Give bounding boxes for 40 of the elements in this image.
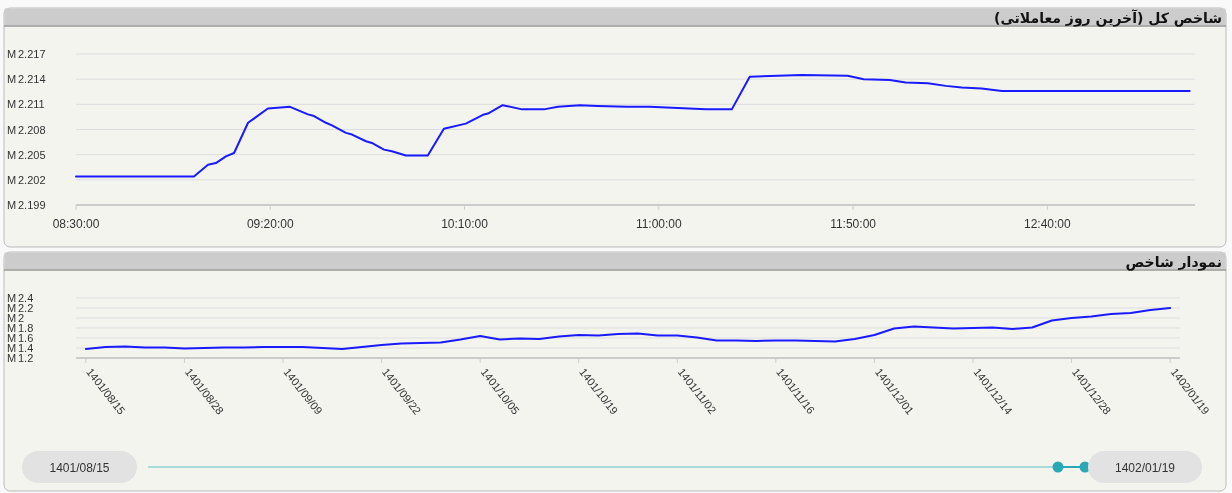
y-tick-label: 2.205	[18, 148, 46, 161]
text: 1402/01/19	[1114, 461, 1176, 475]
y-tick-label: 2.4	[18, 292, 34, 304]
text: M	[7, 148, 17, 161]
x-tick-label: 11:50:00	[830, 217, 877, 231]
y-tick-label: 2.2	[18, 302, 34, 314]
y-tick-label: 2.202	[18, 173, 46, 186]
y-tick-label: 2	[18, 312, 25, 324]
y-tick-label: 2.199	[18, 199, 46, 211]
text: M	[7, 312, 17, 324]
line-series	[84, 307, 1172, 350]
text: M	[7, 342, 17, 354]
y-axis-title: M	[7, 352, 17, 364]
x-tick-label: 08:30:00	[52, 217, 100, 231]
chart-title: نمودار شاخص	[1125, 254, 1222, 271]
text: M	[7, 48, 17, 60]
y-tick-label: 1.6	[18, 332, 34, 344]
x-tick-label: 12:40:00	[1024, 217, 1072, 231]
y-tick-label: 2.217	[18, 48, 46, 60]
y-tick-label: 2.214	[18, 73, 46, 86]
text: M	[7, 302, 17, 314]
y-tick-label: 2.211	[18, 98, 45, 111]
text: M	[7, 292, 17, 304]
y-tick-label: 1.2	[18, 352, 34, 364]
text: M	[7, 98, 17, 111]
chart-title: شاخص کل (آخرین روز معاملاتی)	[994, 9, 1222, 27]
x-tick-label: 10:10:00	[441, 217, 489, 231]
text: M	[7, 73, 17, 86]
y-tick-label: 1.4	[18, 342, 34, 354]
y-axis-title: M	[7, 199, 17, 211]
text: 1401/08/15	[49, 461, 110, 475]
text: M	[7, 332, 17, 344]
line-series	[75, 73, 1191, 178]
y-tick-label: 1.8	[18, 322, 34, 334]
y-tick-label: 2.208	[18, 123, 46, 136]
text: M	[7, 123, 17, 136]
x-tick-label: 11:00:00	[635, 217, 683, 231]
text: M	[7, 322, 17, 334]
x-tick-label: 09:20:00	[246, 217, 294, 231]
text: M	[7, 173, 17, 186]
